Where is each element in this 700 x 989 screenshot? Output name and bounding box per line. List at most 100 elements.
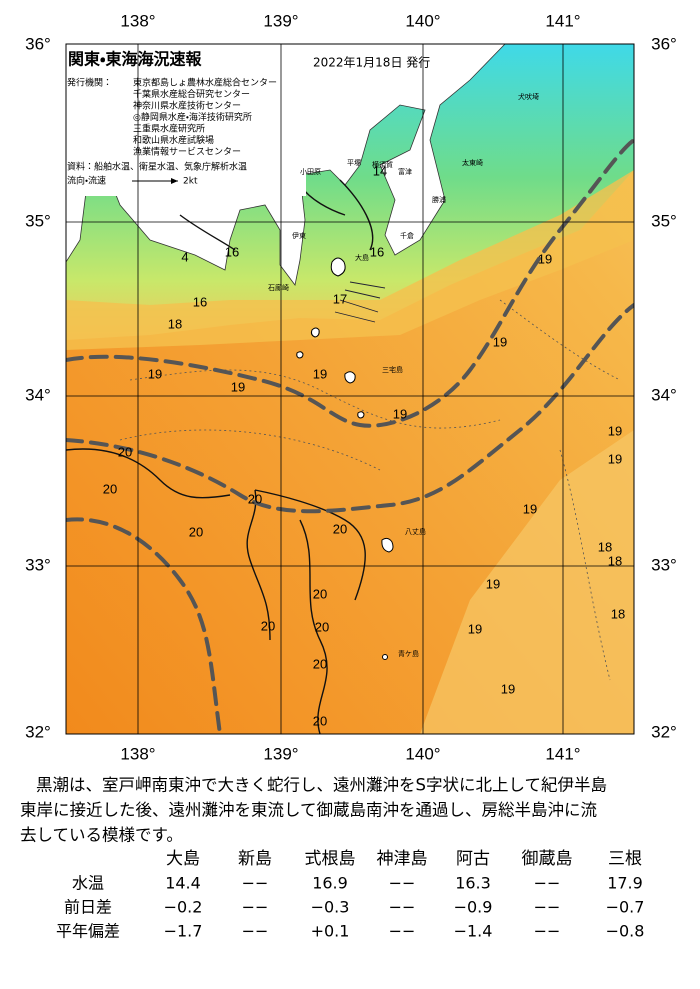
isobath xyxy=(119,299,621,681)
place-label: 平塚 xyxy=(347,158,361,167)
table-column-header: 式根島 xyxy=(305,849,356,869)
table-cell: −0.3 xyxy=(311,898,350,917)
latitude-label-left: 33° xyxy=(25,555,51,574)
table-cell: −0.2 xyxy=(164,898,203,917)
graticule xyxy=(65,43,635,735)
contour-label: 18 xyxy=(598,539,612,554)
place-label: 太東崎 xyxy=(462,158,483,167)
table-cell: −− xyxy=(389,898,416,917)
table-row-label: 平年偏差 xyxy=(56,922,120,941)
contour-label: 20 xyxy=(118,444,132,459)
table-cell: −− xyxy=(389,874,416,893)
table-cell: −− xyxy=(534,874,561,893)
flow-scale-arrowhead xyxy=(171,178,178,184)
issuer: 和歌山県水産試験場 xyxy=(133,134,214,146)
contour-label: 16 xyxy=(370,244,384,259)
place-label: 八丈島 xyxy=(405,527,426,536)
table-cell: −− xyxy=(389,922,416,941)
latitude-label-right: 34° xyxy=(651,385,677,404)
contour-label: 20 xyxy=(248,491,262,506)
table-cell: 16.3 xyxy=(455,874,491,893)
place-label: 勝浦 xyxy=(432,195,446,204)
longitude-label-bottom: 139° xyxy=(263,744,298,763)
latitude-label-right: 36° xyxy=(651,34,677,53)
place-label: 富津 xyxy=(398,167,412,176)
transition-water xyxy=(66,170,634,350)
table-cell: −− xyxy=(534,922,561,941)
contour-label: 20 xyxy=(333,521,347,536)
longitude-label-bottom: 138° xyxy=(120,744,155,763)
longitude-label-top: 141° xyxy=(545,11,580,30)
issuers-label: 発行機関： xyxy=(67,77,112,89)
flow-scale: 2kt xyxy=(183,177,198,187)
contour-label: 18 xyxy=(168,316,182,331)
contour-label: 19 xyxy=(608,423,622,438)
place-label: 三宅島 xyxy=(382,365,403,374)
latitude-label-left: 36° xyxy=(25,34,51,53)
table-row-label: 水温 xyxy=(72,874,104,893)
latitude-label-left: 35° xyxy=(25,211,51,230)
contour-label: 20 xyxy=(313,713,327,728)
issuer: 東京都島しょ農林水産総合センター xyxy=(133,77,277,89)
table-column-header: 御蔵島 xyxy=(522,849,573,869)
warm-pale-area xyxy=(420,430,634,734)
table-cell: 16.9 xyxy=(312,874,348,893)
data-sources: 資料：船舶水温、衛星水温、気象庁解析水温 xyxy=(67,161,247,173)
table-cell: −− xyxy=(242,874,269,893)
place-label: 石廊崎 xyxy=(268,283,289,292)
island xyxy=(296,351,304,359)
table-cell: −− xyxy=(242,898,269,917)
contour-label: 19 xyxy=(493,334,507,349)
table-cell: −1.4 xyxy=(454,922,493,941)
latitude-label-left: 34° xyxy=(25,385,51,404)
contour-label: 20 xyxy=(261,618,275,633)
contour-label: 19 xyxy=(468,621,482,636)
contour-label: 19 xyxy=(486,576,500,591)
issuer: 三重県水産研究所 xyxy=(133,123,205,135)
description-line: 東岸に接近した後、遠州灘沖を東流して御蔵島南沖を通過し、房総半島沖に流 xyxy=(20,801,597,820)
longitude-label-bottom: 140° xyxy=(405,744,440,763)
latitude-label-left: 32° xyxy=(25,722,51,741)
isotherm xyxy=(66,448,366,734)
table-cell: 14.4 xyxy=(165,874,201,893)
place-label: 横須賀 xyxy=(372,160,393,169)
kuroshio-axis xyxy=(66,303,634,514)
contour-label: 19 xyxy=(608,451,622,466)
island xyxy=(310,327,320,338)
issuer: 漁業情報サービスセンター xyxy=(133,146,241,158)
table-column-header: 大島 xyxy=(166,849,200,869)
contour-label: 19 xyxy=(538,251,552,266)
longitude-label-top: 139° xyxy=(263,11,298,30)
contour-label: 18 xyxy=(608,553,622,568)
island xyxy=(330,257,346,277)
longitude-label-top: 138° xyxy=(120,11,155,30)
issue-date: 2022年1月18日 発行 xyxy=(313,56,430,70)
contour-label: 20 xyxy=(313,586,327,601)
island xyxy=(381,537,394,553)
place-label: 青ケ島 xyxy=(398,649,419,658)
contour-label: 14 xyxy=(373,163,387,178)
map-title: 関東・東海海況速報 xyxy=(68,50,202,69)
table-cell: −0.7 xyxy=(606,898,645,917)
table-cell: 17.9 xyxy=(607,874,643,893)
description-line: 黒潮は、室戸岬南東沖で大きく蛇行し、遠州灘沖をS字状に北上して紀伊半島 xyxy=(36,776,607,795)
island xyxy=(344,371,356,384)
kuroshio-axis xyxy=(66,138,634,428)
place-label: 大島 xyxy=(355,253,369,262)
contour-label: 19 xyxy=(501,681,515,696)
contour-label: 20 xyxy=(103,481,117,496)
contour-label: 4 xyxy=(181,249,188,264)
contour-label: 16 xyxy=(193,294,207,309)
table-column-header: 新島 xyxy=(238,849,272,869)
flow-label: 流向・流速 xyxy=(67,175,106,187)
contour-label: 16 xyxy=(225,244,239,259)
issuer: 千葉県水産総合研究センター xyxy=(133,88,250,100)
place-label: 千倉 xyxy=(400,231,414,240)
contour-label: 20 xyxy=(315,619,329,634)
contour-label: 19 xyxy=(148,366,162,381)
issuer: 神奈川県水産技術センター xyxy=(133,100,241,112)
description-line: 去している模様です。 xyxy=(20,826,183,845)
table-column-header: 阿古 xyxy=(456,849,490,869)
contour-label: 19 xyxy=(231,379,245,394)
